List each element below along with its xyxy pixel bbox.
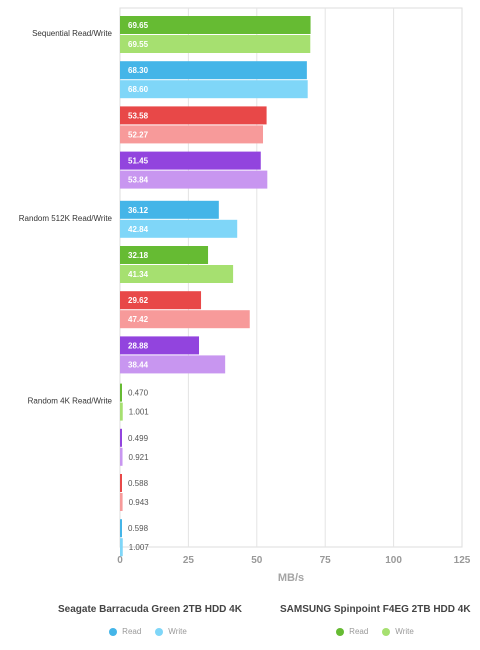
- data-label-write: 52.27: [128, 130, 149, 139]
- data-label-read: 36.12: [128, 206, 149, 215]
- bar-write: [120, 355, 226, 374]
- data-label-read: 0.598: [128, 524, 149, 533]
- legend-item-write: Write: [155, 627, 187, 636]
- bar-read: [120, 474, 122, 492]
- legend-write-label: Write: [168, 627, 187, 636]
- x-tick-label: 100: [385, 555, 402, 566]
- data-label-write: 53.84: [128, 176, 149, 185]
- legend-read-swatch: [109, 627, 118, 636]
- legend-item-read: Read: [336, 627, 368, 636]
- legend-samsung: SAMSUNG Spinpoint F4EG 2TB HDD 4K Read W…: [280, 604, 471, 636]
- bar-write: [120, 402, 123, 421]
- bar-write: [120, 310, 250, 329]
- bar-read: [120, 106, 267, 125]
- data-label-read: 51.45: [128, 157, 149, 166]
- data-label-read: 69.65: [128, 21, 149, 30]
- data-label-read: 0.588: [128, 479, 149, 488]
- x-tick-label: 25: [183, 555, 195, 566]
- bar-read: [120, 519, 122, 538]
- data-label-read: 53.58: [128, 111, 149, 120]
- data-label-read: 0.499: [128, 434, 149, 443]
- legend-write-swatch: [155, 627, 164, 636]
- legend-read-swatch: [336, 627, 345, 636]
- bar-write: [120, 538, 123, 557]
- bar-write: [120, 170, 268, 189]
- bar-write: [120, 265, 234, 283]
- legend-write-label: Write: [395, 627, 414, 636]
- data-label-write: 1.001: [129, 408, 150, 417]
- category-label: Random 4K Read/Write: [28, 397, 113, 406]
- category-label: Random 512K Read/Write: [19, 214, 113, 223]
- data-label-write: 0.943: [129, 498, 150, 507]
- legend-title: Seagate Barracuda Green 2TB HDD 4K: [58, 604, 242, 615]
- bar-read: [120, 151, 261, 170]
- x-tick-label: 0: [117, 555, 123, 566]
- legend-write-swatch: [382, 627, 391, 636]
- x-axis-title: MB/s: [278, 572, 304, 584]
- legend-title: SAMSUNG Spinpoint F4EG 2TB HDD 4K: [280, 604, 471, 615]
- bar-read: [120, 200, 219, 219]
- data-label-read: 29.62: [128, 296, 149, 305]
- data-label-write: 69.55: [128, 40, 149, 49]
- bar-read: [120, 61, 307, 80]
- legend-seagate: Seagate Barracuda Green 2TB HDD 4K Read …: [58, 604, 242, 636]
- data-label-read: 28.88: [128, 341, 149, 350]
- data-label-write: 68.60: [128, 85, 149, 94]
- bar-read: [120, 291, 202, 310]
- bar-write: [120, 80, 308, 99]
- legend-read-label: Read: [122, 627, 142, 636]
- x-tick-label: 75: [320, 555, 332, 566]
- bar-write: [120, 493, 123, 511]
- bar-read: [120, 428, 122, 447]
- data-label-write: 1.007: [129, 543, 150, 552]
- data-label-write: 47.42: [128, 315, 149, 324]
- category-label: Sequential Read/Write: [32, 29, 112, 38]
- data-label-write: 38.44: [128, 360, 149, 369]
- bar-write: [120, 35, 311, 53]
- bar-write: [120, 125, 264, 144]
- bar-read: [120, 16, 311, 34]
- bar-read: [120, 383, 122, 402]
- legend-item-write: Write: [382, 627, 414, 636]
- data-label-read: 0.470: [128, 389, 149, 398]
- bar-read: [120, 246, 209, 264]
- data-label-read: 32.18: [128, 251, 149, 260]
- legend-read-label: Read: [349, 627, 369, 636]
- bar-chart: 0 25 50 75 100 125 MB/s 69.65 69.55 68.30 68.60 53.…: [19, 7, 471, 584]
- data-label-write: 41.34: [128, 270, 149, 279]
- data-label-write: 0.921: [129, 453, 150, 462]
- legend-item-read: Read: [109, 627, 141, 636]
- x-tick-label: 125: [454, 555, 471, 566]
- bar-write: [120, 219, 238, 238]
- bar-read: [120, 336, 200, 355]
- bar-write: [120, 447, 123, 466]
- data-label-write: 42.84: [128, 225, 149, 234]
- x-tick-label: 50: [251, 555, 263, 566]
- data-label-read: 68.30: [128, 66, 149, 75]
